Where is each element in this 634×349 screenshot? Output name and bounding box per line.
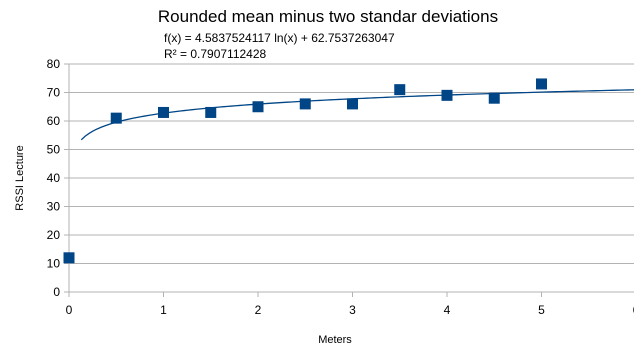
data-point [347,98,358,110]
y-tick-label: 40 [47,171,61,185]
y-tick-label: 0 [53,285,60,299]
data-point [299,98,311,110]
y-tick-label: 70 [47,86,61,100]
x-tick-label: 3 [349,303,356,317]
x-tick-label: 0 [66,303,73,317]
data-point [158,106,169,118]
y-tick-label: 20 [47,228,61,242]
data-point [536,78,547,90]
trendline-r-squared: R² = 0.7907112428 [164,47,267,61]
data-points [63,78,547,264]
data-point [394,84,406,96]
data-point [205,106,217,118]
y-tick-label: 80 [47,57,61,71]
y-tick-label: 30 [47,200,61,214]
x-tick-label: 5 [538,303,545,317]
data-point [488,92,500,104]
data-point [110,112,122,124]
x-tick-label: 1 [160,303,167,317]
x-axis-title: Meters [318,334,352,346]
y-tick-label: 60 [47,114,61,128]
x-tick-label: 4 [444,303,451,317]
y-tick-label: 10 [47,257,61,271]
trendline [80,89,634,141]
chart-title: Rounded mean minus two standar deviation… [158,7,498,26]
x-tick-label: 6 [633,303,634,317]
grid [69,63,634,293]
y-axis-ticks: 0 10 20 30 40 50 60 70 80 [47,57,69,299]
data-point [63,252,75,264]
x-tick-label: 2 [255,303,262,317]
trendline-equation: f(x) = 4.5837524117 ln(x) + 62.753726304… [164,31,395,45]
data-point [441,89,453,101]
x-axis-ticks: 0 1 2 3 4 5 6 [66,292,634,317]
y-tick-label: 50 [47,143,61,157]
y-axis-title: RSSI Lecture [14,145,26,210]
data-point [252,101,264,113]
